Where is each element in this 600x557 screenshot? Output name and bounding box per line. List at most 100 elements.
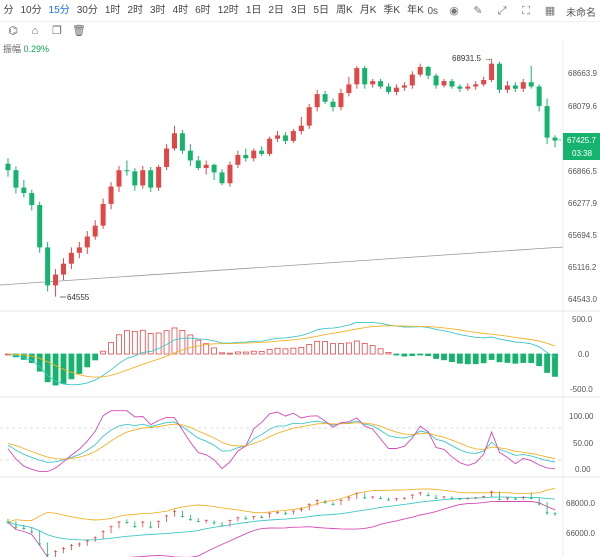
macd-bar (306, 344, 313, 355)
macd-bar (353, 340, 360, 355)
macd-bar (116, 334, 122, 355)
candle-body (84, 236, 90, 248)
candle-body (203, 164, 209, 169)
candle-body (370, 81, 376, 85)
candles-group (5, 58, 558, 297)
price-axis-label: 66277.9 (568, 199, 597, 208)
high-arrow: → (484, 54, 492, 63)
macd-bar (52, 353, 59, 386)
candle-body (409, 74, 415, 86)
candle-body (338, 93, 344, 108)
macd-bar (322, 341, 329, 355)
macd-bar (242, 351, 249, 355)
candle-body (489, 63, 495, 80)
macd-bar (528, 353, 535, 364)
candle-body (354, 68, 360, 85)
timeframe-0[interactable]: 分 (3, 4, 14, 16)
candle-body (116, 170, 122, 187)
indicator-icon[interactable]: ⌬ (8, 25, 18, 37)
timeframe-12[interactable]: 3日 (290, 4, 307, 16)
timeframe-1[interactable]: 10分 (20, 4, 42, 16)
macd-bar (227, 352, 233, 355)
macd-bar (234, 351, 241, 355)
copy-icon[interactable]: ❐ (52, 25, 62, 37)
macd-bar (131, 330, 138, 355)
candle-body (378, 81, 384, 87)
macd-bar (100, 350, 107, 355)
timeframe-17[interactable]: 年K (407, 4, 424, 16)
candle-body (314, 94, 320, 108)
candle-body (330, 101, 336, 108)
macd-bar (314, 340, 321, 355)
candle-body (417, 66, 423, 75)
candle-body (179, 133, 185, 151)
timeframe-8[interactable]: 6时 (195, 4, 211, 16)
macd-bar (377, 348, 384, 355)
macd-bar (512, 353, 519, 364)
fullscreen-icon[interactable]: ⛶ (522, 5, 530, 17)
candle-body (187, 150, 193, 161)
macd-bar (496, 353, 503, 363)
macd-bar (203, 343, 210, 355)
macd-bar (361, 343, 368, 355)
candle-body (465, 86, 471, 89)
timeframe-10[interactable]: 1日 (245, 4, 262, 16)
timeframe-toolbar: 分 10分 15分 30分 1时 2时 3时 4时 6时 12时 1日 2日 3日 5日 周K 月K 季K 年K (0, 0, 600, 22)
timeframe-13[interactable]: 5日 (313, 4, 330, 16)
timeframe-5[interactable]: 2时 (127, 4, 143, 16)
macd-bar (84, 353, 91, 368)
macd-bar (266, 349, 273, 355)
macd-bar (60, 353, 67, 384)
candle-body (544, 106, 550, 138)
low-annotation: 64555 (67, 293, 90, 302)
candle-body (425, 66, 431, 76)
candle-body (433, 75, 439, 86)
timeframe-4[interactable]: 1时 (104, 4, 121, 16)
timeframe-7[interactable]: 4时 (172, 4, 189, 16)
amplitude-readout: 振幅 0.29% (3, 42, 49, 55)
more-icon[interactable]: ▦ (544, 5, 556, 17)
candle-body (164, 148, 170, 167)
macd-bar (92, 353, 99, 361)
macd-bar (409, 353, 416, 357)
candle-body (362, 68, 368, 85)
layout-name[interactable]: 未命名 (566, 7, 596, 19)
macd-bar (369, 345, 376, 355)
macd-bar (147, 333, 154, 355)
timeframe-15[interactable]: 月K (359, 4, 377, 16)
camera-icon[interactable]: ◉ (449, 5, 459, 17)
timeframe-14[interactable]: 周K (336, 4, 353, 16)
price-axis-label: 68079.6 (568, 102, 597, 111)
macd-bar (425, 353, 432, 357)
edit-icon[interactable]: ✎ (473, 5, 483, 17)
candle-body (528, 82, 534, 87)
candle-body (37, 205, 43, 248)
timeframe-9[interactable]: 12时 (217, 4, 239, 16)
trend-line[interactable] (0, 246, 564, 286)
candle-body (251, 150, 257, 159)
delete-icon[interactable]: 🗑 (72, 25, 86, 37)
macd-bar (28, 353, 35, 364)
macd-bar (449, 353, 455, 363)
timeframe-3[interactable]: 30分 (76, 4, 98, 16)
lock-icon[interactable]: ⌂ (31, 25, 39, 37)
candle-body (235, 155, 241, 165)
candle-body (29, 193, 35, 205)
high-annotation: 68931.5 (452, 54, 481, 63)
timeframe-16[interactable]: 季K (383, 4, 401, 16)
macd-bar (401, 353, 408, 357)
timeframe-2[interactable]: 15分 (48, 4, 70, 16)
timeframe-11[interactable]: 2日 (268, 4, 284, 16)
expand-icon[interactable]: ⤢ (497, 5, 507, 17)
candle-body (148, 170, 154, 188)
seconds-toggle[interactable]: 0s (427, 5, 438, 17)
candle-body (512, 85, 518, 89)
candle-body (211, 164, 217, 173)
amplitude-label: 振幅 (3, 44, 22, 54)
timeframe-6[interactable]: 3时 (150, 4, 166, 16)
candle-body (386, 86, 392, 92)
kdj-j-line (7, 410, 556, 473)
macd-bar (250, 350, 257, 355)
amplitude-value: 0.29% (23, 44, 50, 54)
